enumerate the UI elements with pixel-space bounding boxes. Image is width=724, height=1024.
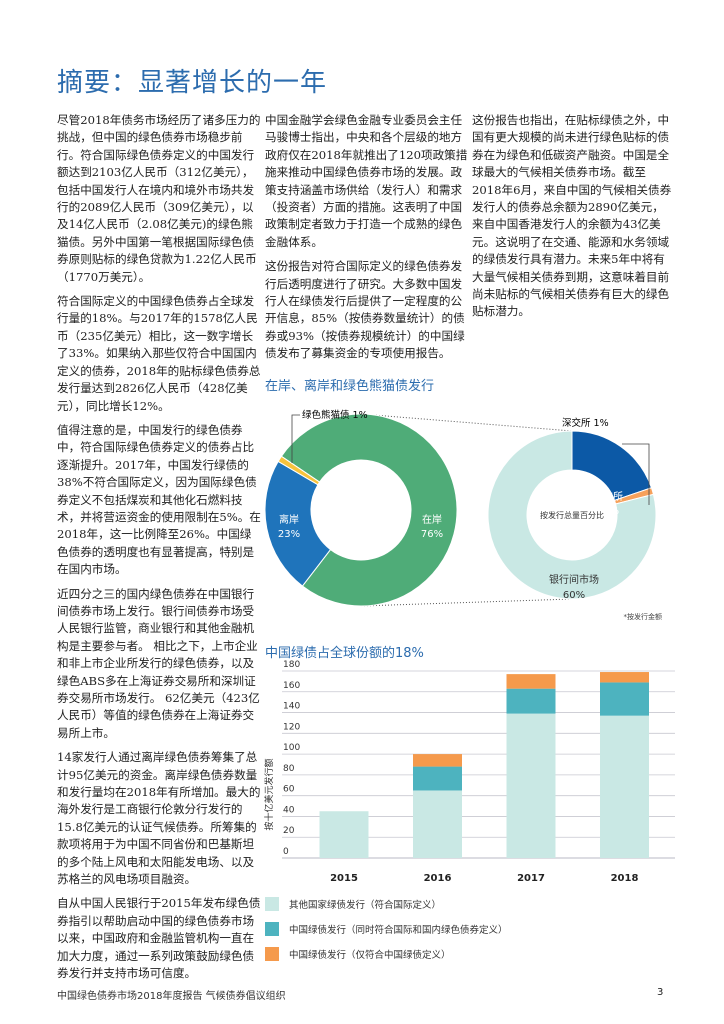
slice-value: 60%: [563, 590, 585, 601]
bar-segment: [506, 713, 556, 858]
legend-swatch: [265, 947, 279, 961]
x-tick-label: 2016: [424, 873, 452, 884]
bar-segment: [413, 790, 462, 858]
page-title: 摘要：显著增长的一年: [57, 68, 328, 98]
connector-line: [360, 413, 573, 432]
paragraph: 这份报告也指出，在贴标绿债之外，中国有更大规模的尚未进行绿色贴标的债券在为绿色和…: [472, 113, 672, 319]
y-tick-label: 20: [283, 826, 295, 836]
slice-value: 23%: [278, 529, 300, 540]
paragraph: 这份报告对符合国际定义的绿色债券发行后透明度进行了研究。大多数中国发行人在绿债发…: [265, 259, 465, 361]
legend-item: 其他国家绿债发行（符合国际定义）: [265, 897, 441, 911]
paragraph: 近四分之三的国内绿色债券在中国银行间债券市场上发行。银行间债券市场受人民银行监管…: [57, 586, 260, 740]
donut-charts: 在岸 76% 离岸 23% 绿色熊猫债 1% 上交所 15% 银行间市场 60% 按发行总量百分比…: [264, 409, 663, 621]
slice-label: 在岸: [422, 514, 442, 526]
slice-label: 绿色熊猫债 1%: [302, 409, 368, 421]
legend-swatch: [265, 897, 279, 911]
bar-segment: [413, 766, 462, 791]
bar-chart-title: 中国绿债占全球份额的18%: [265, 646, 424, 661]
bar-segment: [506, 688, 556, 714]
slice-value: 76%: [421, 529, 443, 540]
legend-item: 中国绿债发行（仅符合中国绿债定义）: [265, 947, 451, 961]
bar-segment: [600, 682, 649, 716]
x-tick-label: 2017: [517, 873, 545, 884]
column-3: 这份报告也指出，在贴标绿债之外，中国有更大规模的尚未进行绿色贴标的债券在为绿色和…: [472, 112, 672, 328]
footer-text: 中国绿色债券市场2018年度报告 气候债券倡议组织: [57, 991, 286, 1002]
legend-item: 中国绿债发行（同时符合国际和国内绿色债券定义）: [265, 922, 508, 936]
y-tick-label: 60: [283, 785, 295, 795]
slice-label: 离岸: [279, 513, 299, 526]
bar-segment: [413, 754, 462, 767]
donut-slice: [277, 455, 321, 486]
donut-chart-title: 在岸、离岸和绿色熊猫债发行: [265, 379, 435, 394]
legend-label: 其他国家绿债发行（符合国际定义）: [289, 900, 442, 911]
donut-slice: [571, 430, 653, 502]
paragraph: 符合国际定义的中国绿色债券占全球发行量的18%。与2017年的1578亿人民币（…: [57, 294, 261, 413]
donut-slice: [487, 430, 657, 600]
connector-line: [360, 598, 573, 607]
center-label: 按发行总量百分比: [540, 510, 604, 520]
bar-segment: [506, 674, 556, 689]
legend-label: 中国绿债发行（仅符合中国绿债定义）: [289, 950, 451, 961]
x-tick-label: 2018: [611, 873, 639, 884]
slice-label: 银行间市场: [549, 573, 599, 586]
paragraph: 值得注意的是，中国发行的绿色债券中，符合国际绿色债券定义的债券占比逐渐提升。20…: [57, 422, 261, 577]
footnote: *按发行金额: [624, 612, 663, 621]
slice-label: 上交所: [593, 490, 623, 503]
y-axis-label: 按十亿美元发行额: [263, 758, 275, 830]
y-tick-label: 40: [283, 805, 295, 815]
y-tick-label: 0: [283, 847, 289, 857]
y-tick-label: 80: [283, 764, 295, 774]
y-tick-label: 120: [283, 722, 300, 732]
y-tick-label: 140: [283, 702, 300, 712]
paragraph: 中国金融学会绿色金融专业委员会主任马骏博士指出，中央和各个层级的地方政府仅在20…: [265, 113, 468, 249]
column-1: 尽管2018年债务市场经历了诸多压力的挑战，但中国的绿色债券市场稳步前行。符合国…: [57, 112, 261, 990]
paragraph: 自从中国人民银行于2015年发布绿色债券指引以帮助启动中国的绿色债券市场以来，中…: [57, 896, 261, 981]
paragraph: 14家发行人通过离岸绿色债券筹集了总计95亿美元的资金。离岸绿色债券数量和发行量…: [57, 750, 261, 887]
y-tick-label: 160: [283, 681, 300, 691]
slice-label: 深交所 1%: [562, 417, 609, 429]
page-number: 3: [657, 987, 664, 998]
column-2: 中国金融学会绿色金融专业委员会主任马骏博士指出，中央和各个层级的地方政府仅在20…: [265, 112, 469, 370]
bar-chart: 0 20 40 60 80 100 120 140 160 180 按十亿美元发行额 2015 2016…: [263, 660, 675, 884]
legend-swatch: [265, 922, 279, 936]
slice-value: 15%: [597, 506, 619, 517]
paragraph: 尽管2018年债务市场经历了诸多压力的挑战，但中国的绿色债券市场稳步前行。符合国…: [57, 113, 261, 284]
bar-segment: [600, 715, 649, 858]
leader-line: [291, 414, 300, 463]
bar-segment: [319, 811, 369, 858]
y-tick-label: 100: [283, 743, 300, 753]
leader-line: [622, 443, 650, 505]
bar-segment: [600, 672, 649, 683]
x-tick-label: 2015: [330, 873, 358, 884]
donut-slice: [280, 413, 458, 607]
y-tick-label: 180: [283, 660, 300, 670]
legend-label: 中国绿债发行（同时符合国际和国内绿色债券定义）: [289, 925, 508, 936]
